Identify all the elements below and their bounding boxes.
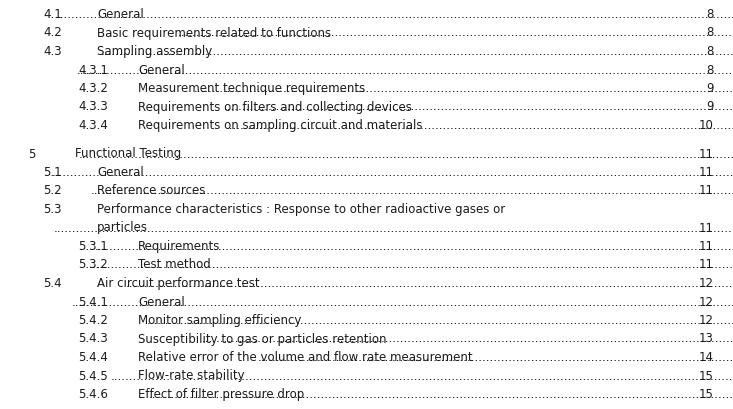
Text: 8: 8	[707, 8, 714, 21]
Text: 5.3.2: 5.3.2	[78, 258, 108, 271]
Text: Reference sources: Reference sources	[97, 184, 205, 197]
Text: 11: 11	[699, 184, 714, 197]
Text: Functional Testing: Functional Testing	[75, 147, 181, 160]
Text: ................................................................................: ........................................…	[95, 239, 733, 252]
Text: 9: 9	[707, 100, 714, 113]
Text: 4.1: 4.1	[43, 8, 62, 21]
Text: ................................................................................: ........................................…	[77, 63, 733, 76]
Text: ................................................................................: ........................................…	[202, 332, 733, 345]
Text: ................................................................................: ........................................…	[51, 166, 733, 179]
Text: 8: 8	[707, 45, 714, 58]
Text: Susceptibility to gas or particles retention: Susceptibility to gas or particles reten…	[138, 332, 386, 345]
Text: Effect of filter pressure drop: Effect of filter pressure drop	[138, 387, 304, 400]
Text: 11: 11	[699, 166, 714, 179]
Text: General: General	[138, 295, 185, 308]
Text: Performance characteristics : Response to other radioactive gases or: Performance characteristics : Response t…	[97, 202, 505, 216]
Text: 11: 11	[699, 221, 714, 234]
Text: 4.3.4: 4.3.4	[78, 119, 108, 132]
Text: 4.3: 4.3	[43, 45, 62, 58]
Text: 5.4.4: 5.4.4	[78, 350, 108, 363]
Text: 13: 13	[699, 332, 714, 345]
Text: 5.1: 5.1	[43, 166, 62, 179]
Text: ................................................................................: ........................................…	[194, 82, 733, 95]
Text: ................................................................................: ........................................…	[149, 387, 733, 400]
Text: 10: 10	[699, 119, 714, 132]
Text: 12: 12	[699, 313, 714, 326]
Text: 5.4.5: 5.4.5	[78, 369, 108, 382]
Text: 11: 11	[699, 258, 714, 271]
Text: Relative error of the volume and flow rate measurement: Relative error of the volume and flow ra…	[138, 350, 473, 363]
Text: 14: 14	[699, 350, 714, 363]
Text: 5.4.6: 5.4.6	[78, 387, 108, 400]
Text: ................................................................................: ........................................…	[72, 295, 733, 308]
Text: General: General	[97, 8, 144, 21]
Text: Requirements on sampling circuit and materials: Requirements on sampling circuit and mat…	[138, 119, 422, 132]
Text: ................................................................................: ........................................…	[56, 8, 733, 21]
Text: Basic requirements related to functions: Basic requirements related to functions	[97, 27, 331, 39]
Text: 5.4.1: 5.4.1	[78, 295, 108, 308]
Text: 4.3.3: 4.3.3	[78, 100, 108, 113]
Text: ................................................................................: ........................................…	[258, 350, 733, 363]
Text: Air circuit performance test: Air circuit performance test	[97, 276, 259, 289]
Text: Requirements: Requirements	[138, 239, 221, 252]
Text: ................................................................................: ........................................…	[226, 119, 733, 132]
Text: ................................................................................: ........................................…	[147, 313, 733, 326]
Text: ................................................................................: ........................................…	[126, 276, 733, 289]
Text: 4.2: 4.2	[43, 27, 62, 39]
Text: 5.4.2: 5.4.2	[78, 313, 108, 326]
Text: 4.3.2: 4.3.2	[78, 82, 108, 95]
Text: General: General	[138, 63, 185, 76]
Text: Test method: Test method	[138, 258, 211, 271]
Text: 5.4: 5.4	[43, 276, 62, 289]
Text: ................................................................................: ........................................…	[91, 184, 733, 197]
Text: 8: 8	[707, 63, 714, 76]
Text: Sampling assembly: Sampling assembly	[97, 45, 213, 58]
Text: 15: 15	[699, 387, 714, 400]
Text: 5.4.3: 5.4.3	[78, 332, 108, 345]
Text: ................................................................................: ........................................…	[224, 100, 733, 113]
Text: 12: 12	[699, 276, 714, 289]
Text: ................................................................................: ........................................…	[100, 45, 733, 58]
Text: General: General	[97, 166, 144, 179]
Text: 5.3: 5.3	[43, 202, 62, 216]
Text: ................................................................................: ........................................…	[89, 258, 733, 271]
Text: particles: particles	[97, 221, 148, 234]
Text: ................................................................................: ........................................…	[79, 147, 733, 160]
Text: Flow-rate stability: Flow-rate stability	[138, 369, 245, 382]
Text: ................................................................................: ........................................…	[111, 369, 733, 382]
Text: 9: 9	[707, 82, 714, 95]
Text: 15: 15	[699, 369, 714, 382]
Text: 5.2: 5.2	[43, 184, 62, 197]
Text: Requirements on filters and collecting devices: Requirements on filters and collecting d…	[138, 100, 412, 113]
Text: Monitor sampling efficiency: Monitor sampling efficiency	[138, 313, 301, 326]
Text: 12: 12	[699, 295, 714, 308]
Text: Measurement technique requirements: Measurement technique requirements	[138, 82, 365, 95]
Text: 11: 11	[699, 147, 714, 160]
Text: ................................................................................: ........................................…	[177, 27, 733, 39]
Text: 5: 5	[28, 147, 35, 160]
Text: 5.3.1: 5.3.1	[78, 239, 108, 252]
Text: 8: 8	[707, 27, 714, 39]
Text: ................................................................................: ........................................…	[54, 221, 733, 234]
Text: 4.3.1: 4.3.1	[78, 63, 108, 76]
Text: 11: 11	[699, 239, 714, 252]
